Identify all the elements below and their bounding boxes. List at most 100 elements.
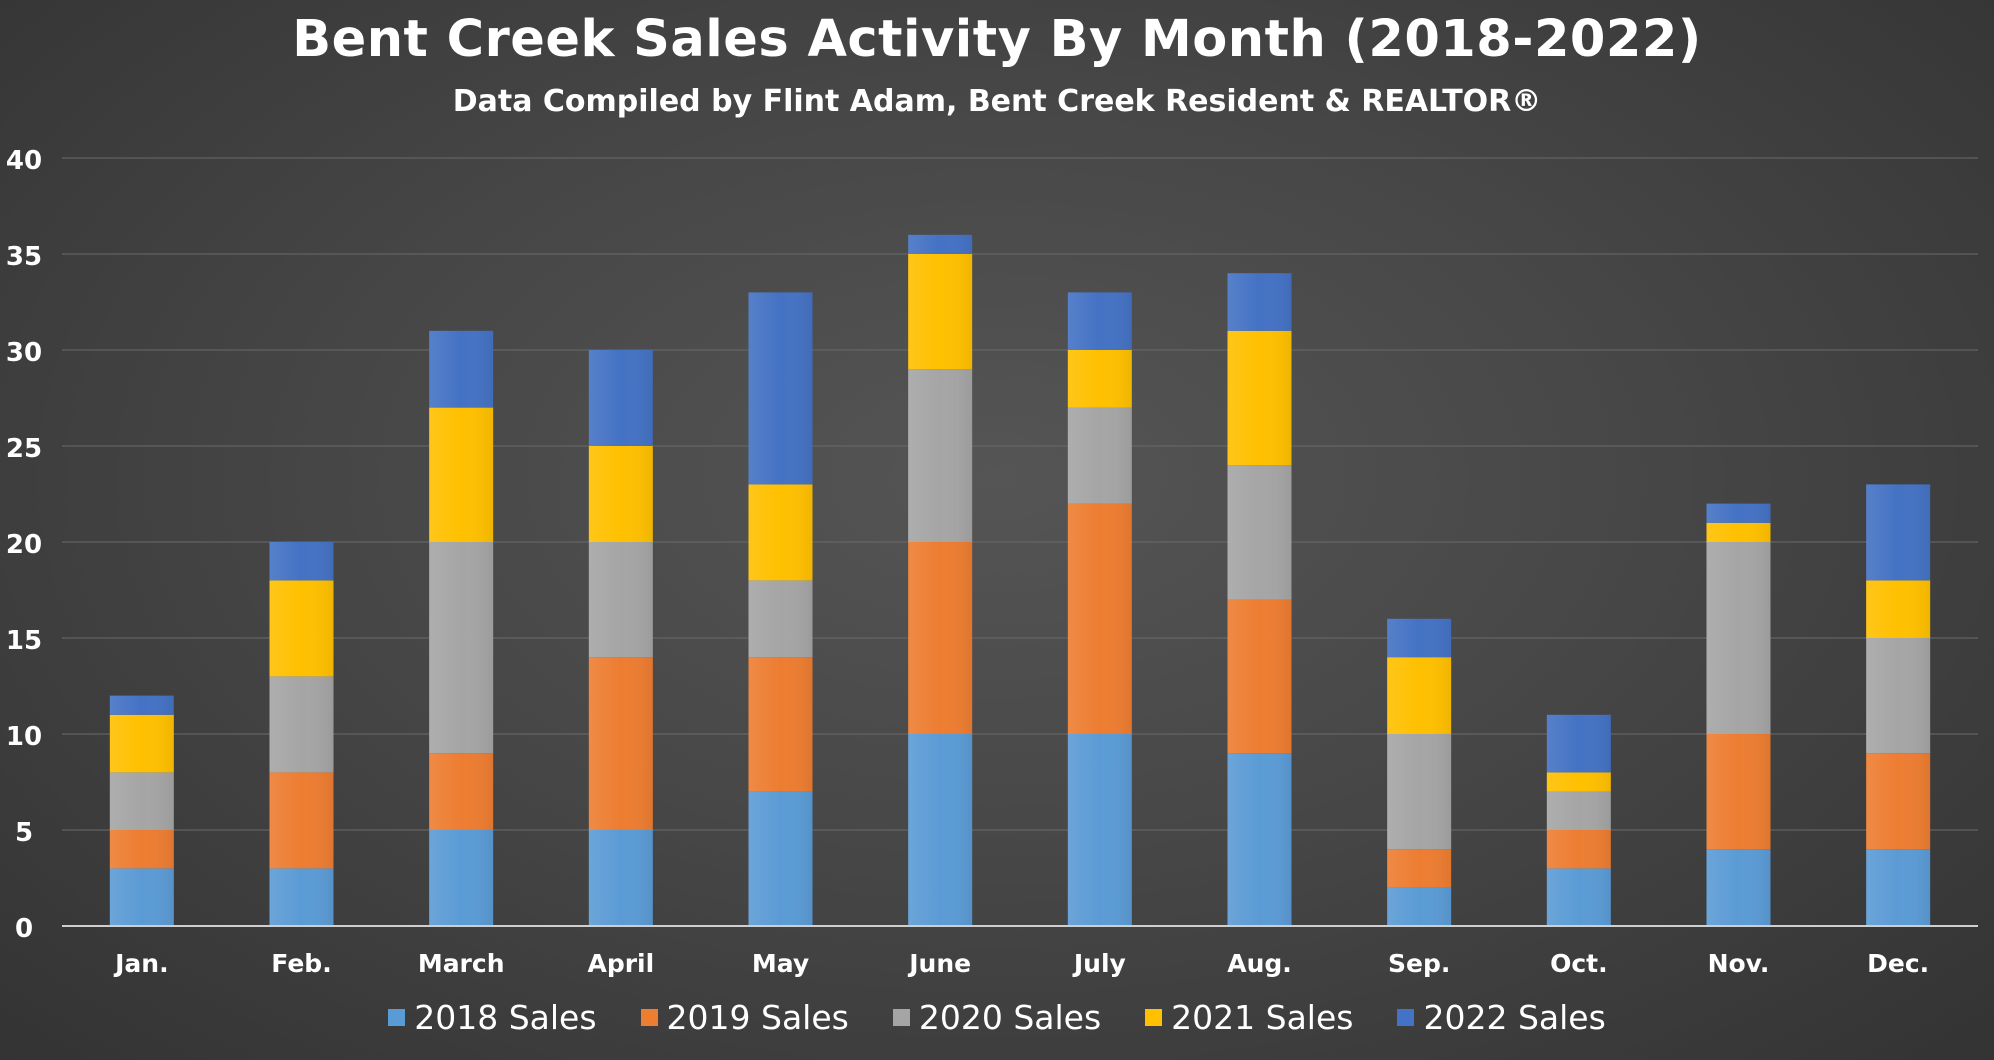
y-tick-label: 0 <box>15 914 33 944</box>
legend-swatch <box>892 1009 910 1026</box>
y-tick-label: 10 <box>6 722 42 752</box>
bar-segment-shading <box>109 714 174 773</box>
legend-swatch <box>1145 1009 1163 1026</box>
x-tick-label: Dec. <box>1867 949 1929 978</box>
bar-segment-shading <box>1866 849 1931 926</box>
bar-segment-shading <box>588 830 653 926</box>
gridlines <box>62 157 1978 831</box>
x-tick-label: June <box>907 949 971 978</box>
bar-segment-shading <box>748 292 813 485</box>
legend-label: 2018 Sales <box>414 998 597 1037</box>
y-tick-label: 25 <box>6 434 42 464</box>
chart-subtitle: Data Compiled by Flint Adam, Bent Creek … <box>452 84 1542 119</box>
chart-legend: 2018 Sales 2019 Sales 2020 Sales 2021 Sales… <box>0 998 1994 1037</box>
bar-segment-shading <box>1067 503 1132 734</box>
x-tick-label: Jan. <box>113 949 168 978</box>
legend-item: 2022 Sales <box>1397 998 1606 1037</box>
bar-segment-shading <box>588 657 653 830</box>
legend-item: 2020 Sales <box>892 998 1102 1037</box>
y-tick-label: 40 <box>6 146 42 176</box>
bar-segment-shading <box>1227 753 1292 926</box>
bar-segment-shading <box>588 542 653 658</box>
bar-segment-shading <box>908 734 973 926</box>
bar-segment-shading <box>1227 599 1292 754</box>
y-axis-ticks: 0 5 10 15 20 25 30 35 40 <box>6 146 42 944</box>
bar-segment-shading <box>1227 465 1292 600</box>
bar-segment-shading <box>429 407 494 542</box>
legend-label: 2020 Sales <box>918 998 1102 1037</box>
legend-swatch <box>640 1009 658 1026</box>
bar-segment-shading <box>109 772 174 830</box>
chart-title: Bent Creek Sales Activity By Month (2018… <box>292 10 1702 69</box>
bar-segment-shading <box>1227 273 1292 331</box>
bar-segment-shading <box>109 830 174 869</box>
bar-segment-shading <box>1866 638 1931 754</box>
bar-segment-shading <box>429 753 494 830</box>
bar-segment-shading <box>1387 618 1452 658</box>
bar-segment-shading <box>1706 503 1771 523</box>
x-tick-label: July <box>1072 949 1126 978</box>
bar-segment-shading <box>908 254 973 370</box>
x-tick-label: May <box>752 949 809 978</box>
bar-segment-shading <box>269 868 334 926</box>
bar-segment-shading <box>1387 657 1452 734</box>
bar-segment-shading <box>1706 522 1771 542</box>
y-tick-label: 5 <box>15 818 33 848</box>
legend-label: 2022 Sales <box>1423 998 1606 1037</box>
bar-segment-shading <box>1387 734 1452 850</box>
bar-segment-shading <box>269 542 334 581</box>
bar-segment-shading <box>429 330 494 408</box>
x-axis-ticks: Jan. Feb. March April May June July Aug. Sep. Oct… <box>113 949 1929 978</box>
bar-segment-shading <box>1546 868 1611 926</box>
bar-segment-shading <box>1546 791 1611 830</box>
bar-segment-shading <box>748 791 813 926</box>
bar-segment-shading <box>748 484 813 581</box>
bar-segment-shading <box>1067 734 1132 926</box>
legend-item: 2018 Sales <box>388 998 597 1037</box>
bar-segment-shading <box>748 657 813 792</box>
y-tick-label: 30 <box>6 338 42 368</box>
legend-swatch <box>1397 1009 1415 1026</box>
bar-segment-shading <box>908 369 973 542</box>
bars <box>62 234 1978 927</box>
legend-label: 2021 Sales <box>1171 998 1354 1037</box>
bar-segment-shading <box>1067 407 1132 504</box>
bar-segment-shading <box>1067 350 1132 408</box>
x-tick-label: March <box>418 949 505 978</box>
bar-segment-shading <box>109 868 174 926</box>
y-tick-label: 15 <box>6 626 42 656</box>
x-tick-label: Feb. <box>271 949 331 978</box>
bar-segment-shading <box>1546 830 1611 869</box>
bar-segment-shading <box>269 676 334 773</box>
bar-segment-shading <box>1227 330 1292 466</box>
legend-label: 2019 Sales <box>666 998 849 1037</box>
bar-segment-shading <box>269 772 334 869</box>
bar-segment-shading <box>1387 887 1452 926</box>
legend-item: 2021 Sales <box>1145 998 1353 1037</box>
bar-segment-shading <box>748 580 813 658</box>
bar-segment-shading <box>908 234 973 254</box>
bar-segment-shading <box>1866 753 1931 850</box>
bar-segment-shading <box>1706 849 1771 926</box>
bar-segment-shading <box>429 830 494 926</box>
bar-segment-shading <box>1546 714 1611 773</box>
bar-segment-shading <box>1546 772 1611 792</box>
x-tick-label: Sep. <box>1388 949 1450 978</box>
bar-segment-shading <box>1706 542 1771 734</box>
y-tick-label: 20 <box>6 530 42 560</box>
bar-segment-shading <box>269 580 334 677</box>
bar-segment-shading <box>588 446 653 542</box>
bar-segment-shading <box>109 695 174 715</box>
legend-item: 2019 Sales <box>640 998 849 1037</box>
x-tick-label: Oct. <box>1550 949 1608 978</box>
x-tick-label: Nov. <box>1708 949 1770 978</box>
bar-segment-shading <box>908 542 973 734</box>
legend-swatch <box>388 1009 406 1026</box>
bar-segment-shading <box>588 350 653 446</box>
x-tick-label: April <box>587 949 654 978</box>
bar-segment-shading <box>1866 484 1931 581</box>
bar-segment-shading <box>1067 292 1132 350</box>
bar-segment-shading <box>1387 849 1452 888</box>
